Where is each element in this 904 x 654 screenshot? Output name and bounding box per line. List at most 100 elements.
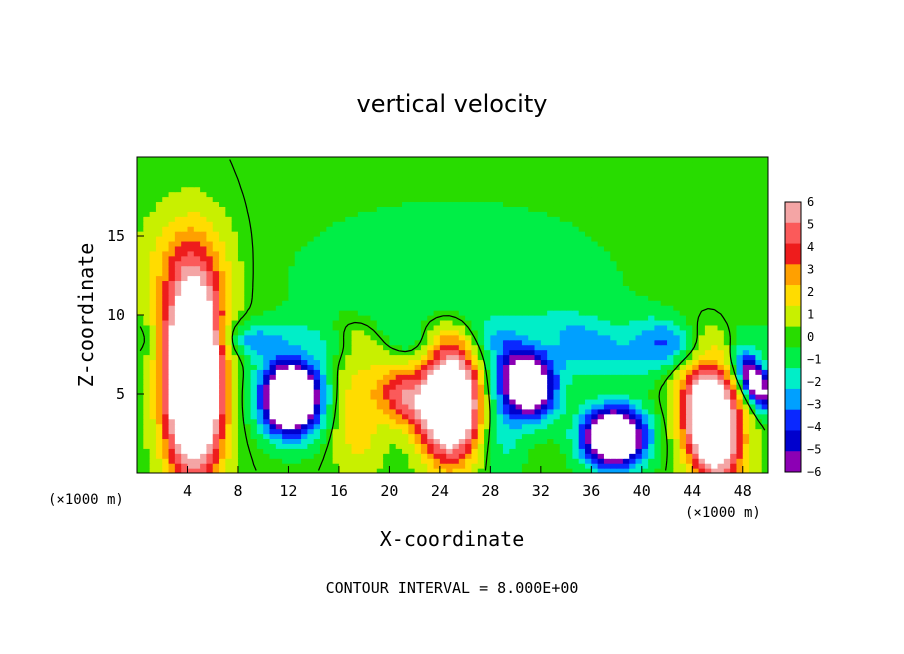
heatmap-cell <box>704 359 712 365</box>
heatmap-cell <box>761 389 768 395</box>
heatmap-cell <box>509 305 517 311</box>
heatmap-cell <box>629 339 637 346</box>
heatmap-cell <box>275 231 283 237</box>
heatmap-cell <box>212 300 220 306</box>
heatmap-cell <box>351 236 359 242</box>
heatmap-cell <box>225 443 233 449</box>
heatmap-cell <box>219 374 226 380</box>
heatmap-cell <box>408 339 416 346</box>
heatmap-cell <box>414 403 422 410</box>
heatmap-cell <box>597 300 605 306</box>
heatmap-cell <box>629 236 637 242</box>
heatmap-cell <box>679 329 687 336</box>
heatmap-cell <box>149 226 157 232</box>
heatmap-cell <box>193 329 201 336</box>
heatmap-cell <box>578 275 586 282</box>
heatmap-cell <box>603 250 611 257</box>
heatmap-cell <box>534 408 542 415</box>
heatmap-cell <box>465 428 473 435</box>
heatmap-cell <box>332 438 340 444</box>
heatmap-cell <box>282 295 290 301</box>
heatmap-cell <box>521 364 529 370</box>
heatmap-cell <box>534 339 542 346</box>
heatmap-cell <box>528 280 536 286</box>
heatmap-cell <box>736 231 744 237</box>
heatmap-cell <box>496 231 504 237</box>
heatmap-cell <box>723 443 731 449</box>
heatmap-cell <box>477 226 485 232</box>
heatmap-cell <box>143 379 151 385</box>
heatmap-cell <box>187 305 195 311</box>
heatmap-cell <box>383 260 390 267</box>
heatmap-cell <box>282 463 290 469</box>
heatmap-cell <box>736 295 744 301</box>
heatmap-cell <box>376 413 384 420</box>
heatmap-cell <box>742 453 750 459</box>
heatmap-cell <box>616 413 624 420</box>
heatmap-cell <box>155 329 163 336</box>
heatmap-cell <box>256 438 264 444</box>
heatmap-cell <box>345 379 353 385</box>
heatmap-cell <box>446 438 454 444</box>
heatmap-cell <box>231 270 239 277</box>
heatmap-cell <box>439 448 447 454</box>
heatmap-cell <box>616 250 624 257</box>
heatmap-cell <box>137 359 144 365</box>
heatmap-cell <box>673 389 681 395</box>
heatmap-cell <box>376 295 384 301</box>
heatmap-cell <box>244 290 252 296</box>
heatmap-cell <box>654 428 662 435</box>
heatmap-cell <box>313 339 321 346</box>
heatmap-cell <box>521 428 529 435</box>
heatmap-cell <box>282 339 290 346</box>
heatmap-cell <box>319 260 327 267</box>
heatmap-cell <box>149 438 157 444</box>
heatmap-cell <box>723 310 731 316</box>
heatmap-cell <box>484 423 491 430</box>
heatmap-cell <box>414 438 422 444</box>
heatmap-cell <box>723 260 731 267</box>
heatmap-cell <box>458 369 466 375</box>
heatmap-cell <box>319 319 327 326</box>
heatmap-cell <box>288 403 296 410</box>
heatmap-cell <box>673 334 681 341</box>
heatmap-cell <box>200 324 208 331</box>
heatmap-cell <box>673 458 681 464</box>
heatmap-cell <box>288 236 296 242</box>
heatmap-cell <box>458 339 466 346</box>
heatmap-cell <box>174 310 182 316</box>
heatmap-cell <box>730 364 738 370</box>
heatmap-cell <box>389 245 397 252</box>
heatmap-cell <box>730 240 738 247</box>
heatmap-cell <box>351 418 359 425</box>
heatmap-cell <box>540 315 548 321</box>
heatmap-cell <box>723 374 731 380</box>
heatmap-cell <box>629 443 637 449</box>
heatmap-cell <box>711 359 719 365</box>
heatmap-cell <box>603 423 611 430</box>
heatmap-cell <box>200 329 208 336</box>
heatmap-cell <box>389 433 397 440</box>
heatmap-cell <box>338 458 346 464</box>
heatmap-cell <box>200 418 208 425</box>
heatmap-cell <box>269 379 277 385</box>
heatmap-cell <box>471 226 479 232</box>
heatmap-cell <box>263 394 271 400</box>
heatmap-cell <box>755 315 763 321</box>
heatmap-cell <box>383 295 390 301</box>
heatmap-cell <box>433 359 441 365</box>
heatmap-cell <box>730 453 738 459</box>
heatmap-cell <box>326 394 334 400</box>
heatmap-cell <box>465 384 473 390</box>
heatmap-cell <box>540 231 548 237</box>
heatmap-cell <box>717 423 725 430</box>
heatmap-cell <box>723 329 731 336</box>
heatmap-cell <box>597 339 605 346</box>
heatmap-cell <box>219 468 226 473</box>
heatmap-cell <box>572 339 580 346</box>
heatmap-cell <box>225 433 233 440</box>
heatmap-cell <box>509 349 517 356</box>
heatmap-cell <box>572 384 580 390</box>
heatmap-cell <box>187 334 195 341</box>
heatmap-cell <box>749 433 756 440</box>
